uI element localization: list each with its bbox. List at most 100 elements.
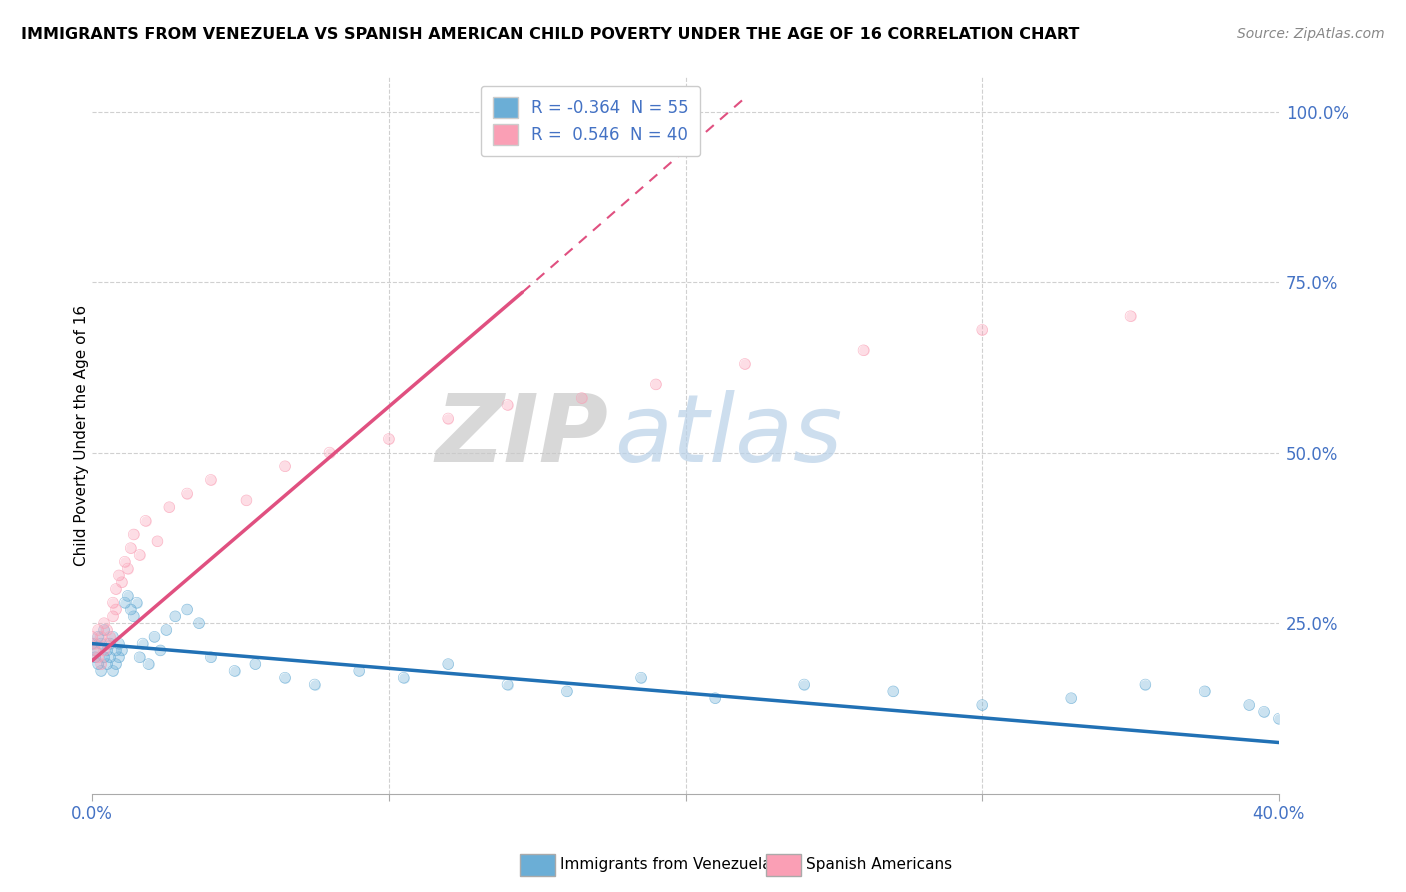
Point xyxy=(131,637,153,651)
Point xyxy=(82,637,104,651)
Point xyxy=(98,630,121,644)
Point xyxy=(972,698,994,712)
Point xyxy=(555,684,578,698)
Point xyxy=(1119,309,1142,323)
Point xyxy=(165,609,187,624)
Point xyxy=(93,616,115,631)
Point xyxy=(117,561,139,575)
Text: Immigrants from Venezuela: Immigrants from Venezuela xyxy=(560,857,772,871)
Point xyxy=(82,637,104,651)
Point xyxy=(104,582,127,596)
Point xyxy=(972,323,994,337)
Point xyxy=(155,623,177,637)
Point xyxy=(96,643,118,657)
Point xyxy=(84,643,107,657)
Point xyxy=(82,630,104,644)
Point xyxy=(108,637,131,651)
Point xyxy=(1237,698,1260,712)
Point xyxy=(347,664,370,678)
Point xyxy=(1194,684,1216,698)
Point xyxy=(1268,712,1291,726)
Text: Source: ZipAtlas.com: Source: ZipAtlas.com xyxy=(1237,27,1385,41)
Y-axis label: Child Poverty Under the Age of 16: Child Poverty Under the Age of 16 xyxy=(73,305,89,566)
Point xyxy=(852,343,875,358)
Point xyxy=(84,643,107,657)
Point xyxy=(200,473,222,487)
Point xyxy=(143,630,166,644)
Point xyxy=(98,650,121,665)
Point xyxy=(437,411,460,425)
Point xyxy=(304,677,326,691)
Point xyxy=(96,637,118,651)
Point xyxy=(235,493,257,508)
Point xyxy=(87,657,110,671)
Point xyxy=(347,664,370,678)
Text: Spanish Americans: Spanish Americans xyxy=(806,857,952,871)
Point xyxy=(87,623,110,637)
Point xyxy=(96,643,118,657)
Point xyxy=(98,630,121,644)
Point xyxy=(111,643,134,657)
Point xyxy=(87,630,110,644)
Point xyxy=(882,684,904,698)
Point xyxy=(571,391,593,405)
Point xyxy=(176,602,198,616)
Point xyxy=(165,609,187,624)
Point xyxy=(90,664,112,678)
Point xyxy=(101,596,124,610)
Point xyxy=(128,548,150,562)
Point xyxy=(125,596,148,610)
Point xyxy=(128,650,150,665)
Point xyxy=(571,391,593,405)
Point xyxy=(96,657,118,671)
Point xyxy=(90,630,112,644)
Point xyxy=(90,657,112,671)
Point xyxy=(120,602,142,616)
Point xyxy=(157,500,180,515)
Point xyxy=(274,459,297,474)
Point xyxy=(84,643,107,657)
Point xyxy=(138,657,160,671)
Point xyxy=(734,357,756,371)
Point xyxy=(101,664,124,678)
Point xyxy=(90,630,112,644)
Point xyxy=(104,643,127,657)
Point xyxy=(630,671,652,685)
Point xyxy=(104,582,127,596)
Point xyxy=(98,650,121,665)
Point xyxy=(93,650,115,665)
Point xyxy=(93,643,115,657)
Point xyxy=(93,643,115,657)
Point xyxy=(235,493,257,508)
Point xyxy=(146,534,169,549)
Point xyxy=(104,657,127,671)
Point xyxy=(135,514,157,528)
Point xyxy=(176,486,198,500)
Point xyxy=(93,623,115,637)
Point xyxy=(200,473,222,487)
Point xyxy=(87,650,110,665)
Point xyxy=(318,445,340,459)
Point xyxy=(793,677,815,691)
Point xyxy=(188,616,211,631)
Point xyxy=(108,637,131,651)
Point xyxy=(104,657,127,671)
Point xyxy=(111,575,134,590)
Point xyxy=(644,377,666,392)
Point xyxy=(138,657,160,671)
Point xyxy=(87,657,110,671)
Point xyxy=(143,630,166,644)
Point xyxy=(111,643,134,657)
Point xyxy=(245,657,267,671)
Point xyxy=(93,623,115,637)
Point xyxy=(378,432,401,446)
Point xyxy=(90,657,112,671)
Point xyxy=(93,650,115,665)
Point xyxy=(496,398,519,412)
Point xyxy=(122,527,145,541)
Point xyxy=(117,589,139,603)
Point xyxy=(84,637,107,651)
Point xyxy=(704,691,727,706)
Point xyxy=(644,377,666,392)
Point xyxy=(117,589,139,603)
